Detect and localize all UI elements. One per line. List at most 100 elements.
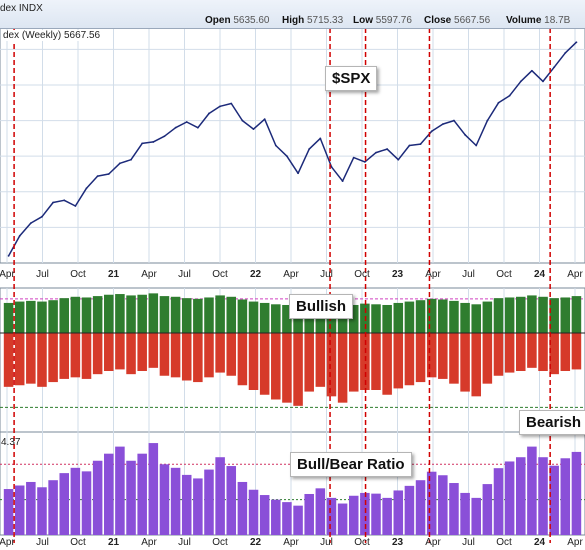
price-x-tick-label: Oct: [212, 269, 228, 280]
bullish-bar: [449, 300, 459, 333]
bearish-bar: [560, 333, 571, 371]
ratio-bar: [181, 474, 192, 535]
bearish-bar: [193, 333, 203, 383]
bullish-bar: [237, 299, 248, 333]
signal-layer: [13, 28, 551, 543]
open-value: 5635.60: [233, 15, 270, 26]
high-value: 5715.33: [307, 15, 344, 26]
bullish-bar: [226, 296, 237, 333]
ratio-x-tick-label: Oct: [496, 537, 512, 548]
bearish-bar: [471, 333, 481, 397]
bearish-callout: Bearish: [519, 410, 585, 435]
ratio-bar: [104, 453, 114, 535]
price-x-tick-label: Apr: [0, 269, 15, 280]
bullish-bar: [115, 294, 125, 333]
price-x-tick-label: 24: [534, 269, 546, 280]
ratio-bar: [293, 505, 303, 535]
ratio-x-tick-label: 21: [108, 537, 120, 548]
price-x-tick-label: Jul: [36, 269, 49, 280]
bullish-bar: [527, 295, 537, 333]
bullish-bar: [393, 302, 404, 333]
bearish-bar: [137, 333, 147, 371]
spx-price-point: [397, 158, 400, 161]
bullish-bar: [282, 304, 292, 333]
ratio-current-value: 4.37: [1, 437, 21, 448]
ratio-bar: [504, 461, 515, 535]
spx-price-point: [352, 156, 355, 159]
bullish-bar: [204, 297, 214, 333]
bearish-bar: [37, 333, 47, 387]
price-x-tick-label: 21: [108, 269, 120, 280]
bullish-bar: [3, 302, 14, 333]
bullish-bar: [549, 298, 559, 333]
spx-price-point: [341, 180, 344, 183]
bullish-callout: Bullish: [289, 294, 354, 319]
bullish-bar: [471, 304, 481, 333]
bullish-bar: [371, 304, 381, 333]
spx-price-point: [263, 118, 266, 121]
spx-price-point: [319, 137, 322, 140]
bearish-bar: [81, 333, 92, 379]
spx-price-point: [363, 160, 366, 163]
spx-price-point: [519, 80, 522, 83]
price-x-tick-label: Apr: [283, 269, 299, 280]
ratio-bar: [92, 460, 103, 535]
bearish-bar: [515, 333, 526, 371]
price-x-tick-label: Oct: [354, 269, 370, 280]
ratio-bar: [471, 497, 481, 535]
bearish-bar: [426, 333, 437, 378]
ratio-x-tick-label: 22: [250, 537, 262, 548]
bearish-bar: [393, 333, 404, 389]
bearish-bar: [348, 333, 359, 392]
bearish-bar: [360, 333, 370, 390]
quote-close: Close 5667.56: [424, 15, 490, 26]
ratio-bar: [248, 489, 259, 535]
bullish-bar: [148, 293, 159, 333]
spx-price-point: [29, 222, 32, 225]
bearish-bar: [538, 333, 548, 371]
spx-price-point: [375, 151, 377, 154]
spx-price-point: [497, 101, 500, 104]
chart-header: dex INDX: [0, 0, 585, 29]
bearish-bar: [315, 333, 326, 387]
quote-open: Open 5635.60: [205, 15, 270, 26]
bullish-bar: [159, 296, 170, 333]
spx-price-line: [7, 41, 577, 257]
bullish-bar: [26, 300, 36, 333]
ratio-bar: [115, 446, 125, 535]
ratio-bar: [271, 499, 281, 535]
price-x-tick-label: 22: [250, 269, 262, 280]
spx-price-point: [152, 141, 155, 143]
ratio-bar: [337, 503, 348, 535]
price-x-tick-label: Jul: [320, 269, 333, 280]
bullish-bar: [259, 302, 270, 333]
bearish-bar: [126, 333, 136, 375]
bullish-bar: [59, 298, 70, 333]
bullish-bar: [460, 302, 470, 333]
ratio-bar: [460, 492, 470, 535]
bearish-bar: [293, 333, 303, 406]
spx-price-point: [553, 66, 556, 69]
ratio-bar: [48, 480, 58, 535]
bars-layer: [0, 293, 585, 535]
bullish-bar: [92, 296, 103, 333]
ratio-x-tick-label: Oct: [70, 537, 86, 548]
price-x-tick-label: Apr: [425, 269, 441, 280]
bearish-bar: [148, 333, 159, 368]
price-panel-frame: [0, 27, 585, 264]
bullish-bar: [70, 296, 81, 333]
bearish-bar: [415, 333, 426, 383]
bullish-bar: [104, 294, 114, 333]
bearish-bar: [237, 333, 248, 386]
price-x-tick-label: Apr: [141, 269, 157, 280]
price-x-tick-label: Jul: [462, 269, 475, 280]
bearish-bar: [14, 333, 25, 386]
bearish-bar: [504, 333, 515, 373]
bearish-bar: [482, 333, 493, 384]
bullish-bar: [126, 295, 136, 333]
bullish-bar: [438, 299, 448, 333]
bullish-bar: [48, 300, 58, 333]
ratio-x-tick-label: Oct: [354, 537, 370, 548]
spx-price-point: [419, 143, 422, 145]
bullish-bar: [482, 301, 493, 333]
